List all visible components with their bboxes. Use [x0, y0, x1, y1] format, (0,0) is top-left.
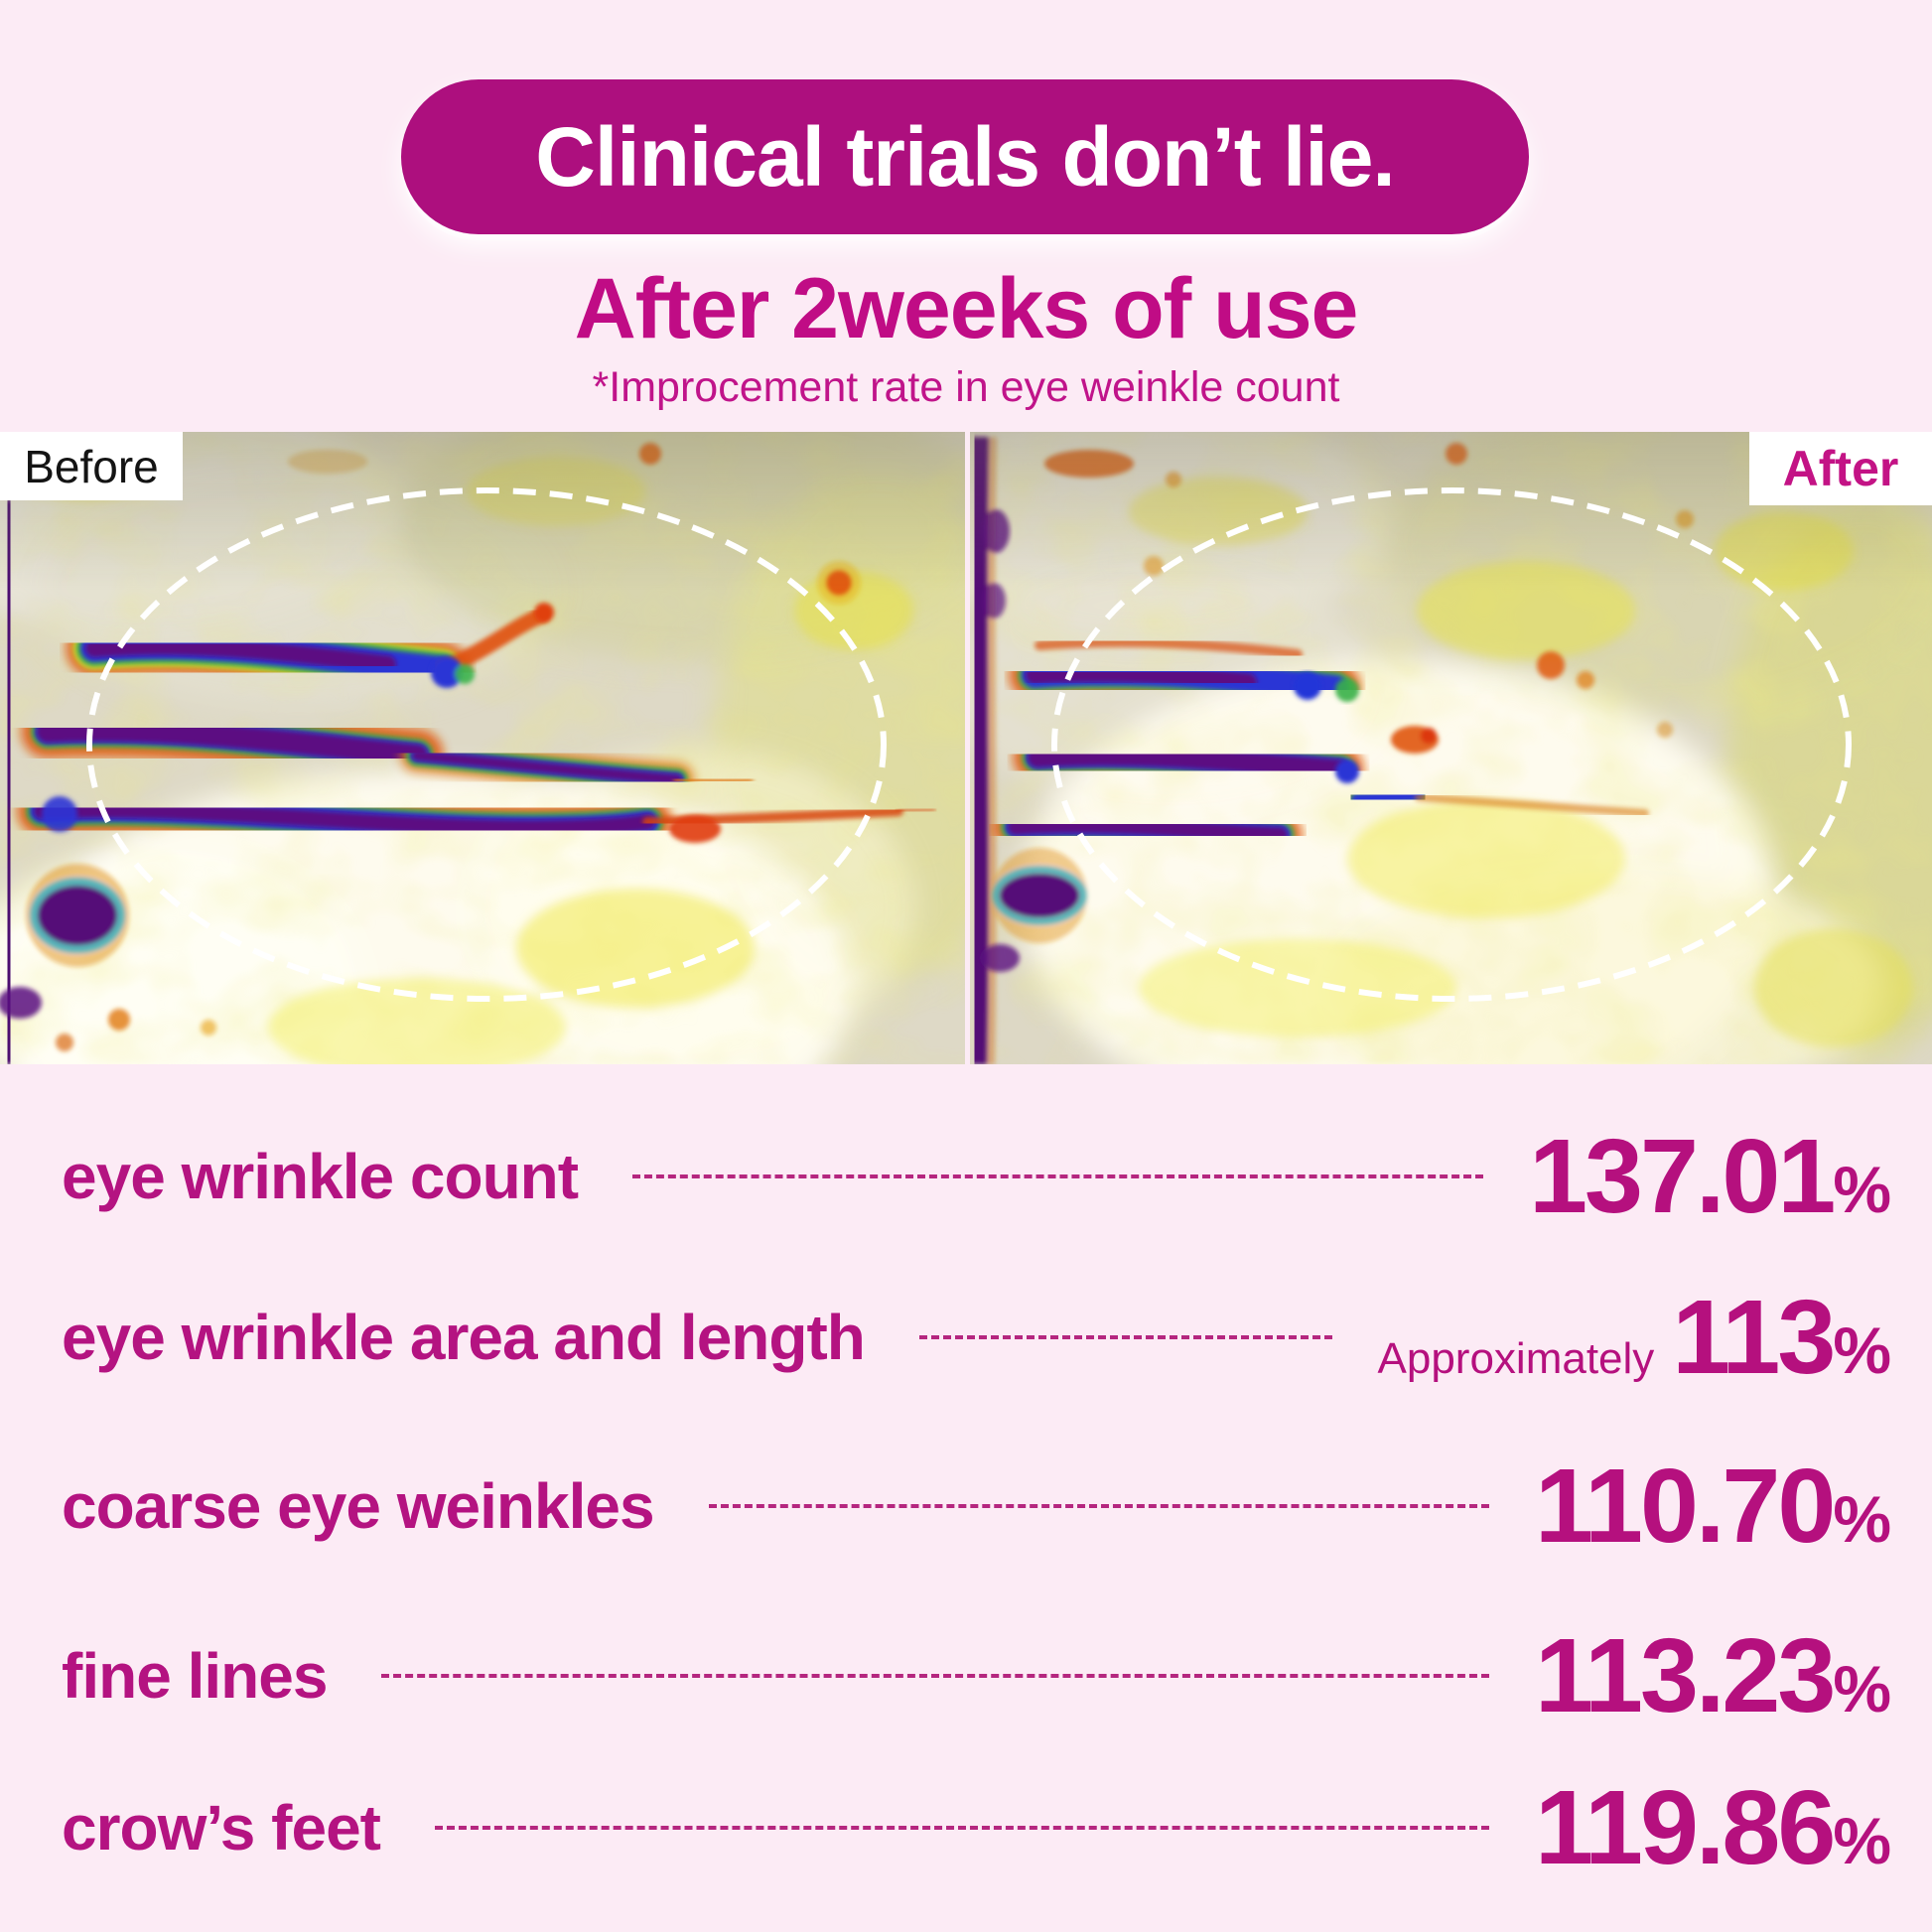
stat-value-number: 113.23	[1534, 1616, 1836, 1734]
before-tag: Before	[0, 432, 183, 500]
before-after-comparison: Before	[0, 432, 1932, 1064]
dotted-leader	[708, 1504, 1489, 1508]
stat-value-number: 113	[1672, 1278, 1836, 1396]
stat-label: eye wrinkle count	[62, 1141, 579, 1212]
stat-value-number: 110.70	[1534, 1447, 1836, 1565]
after-heatmap-image	[970, 432, 1932, 1064]
stat-value: Approximately 113%	[1378, 1278, 1891, 1398]
stat-row-crows-feet: crow’s feet 119.86%	[62, 1758, 1891, 1897]
stat-value: 113.23%	[1535, 1616, 1891, 1736]
stat-row-fine-lines: fine lines 113.23%	[62, 1606, 1891, 1745]
before-tag-label: Before	[24, 440, 159, 492]
dotted-leader	[918, 1335, 1332, 1339]
before-heatmap-image	[0, 432, 965, 1064]
stat-value-unit: %	[1833, 1312, 1891, 1387]
stat-prefix: Approximately	[1377, 1333, 1655, 1383]
stat-label: eye wrinkle area and length	[62, 1302, 866, 1373]
headline-text: Clinical trials don’t lie.	[535, 109, 1396, 204]
stat-value-unit: %	[1833, 1651, 1891, 1725]
stat-value: 119.86%	[1535, 1768, 1891, 1888]
stat-row-eye-wrinkle-count: eye wrinkle count 137.01%	[62, 1107, 1891, 1246]
stat-row-coarse-eye-wrinkles: coarse eye weinkles 110.70%	[62, 1437, 1891, 1576]
after-tag-label: After	[1782, 441, 1899, 496]
stat-value-unit: %	[1833, 1803, 1891, 1877]
stat-value: 110.70%	[1535, 1447, 1891, 1567]
stat-row-eye-wrinkle-area: eye wrinkle area and length Approximatel…	[62, 1268, 1891, 1407]
stat-value-unit: %	[1833, 1152, 1891, 1226]
headline-banner: Clinical trials don’t lie.	[401, 79, 1529, 234]
stat-value-unit: %	[1833, 1481, 1891, 1556]
subtitle-text: After 2weeks of use	[574, 261, 1359, 356]
stat-label: fine lines	[62, 1640, 328, 1712]
stat-label: coarse eye weinkles	[62, 1470, 655, 1542]
after-tag: After	[1749, 432, 1932, 505]
dotted-leader	[632, 1174, 1484, 1178]
stat-label: crow’s feet	[62, 1792, 381, 1863]
dotted-leader	[434, 1826, 1489, 1830]
footnote-text: *Improcement rate in eye weinkle count	[592, 363, 1340, 411]
stat-value-number: 137.01	[1529, 1117, 1836, 1235]
stat-value: 137.01%	[1529, 1117, 1891, 1237]
stat-value-number: 119.86	[1534, 1768, 1836, 1886]
after-highlight-ellipse	[1051, 487, 1852, 1002]
dotted-leader	[381, 1674, 1489, 1678]
after-image-pane: After	[970, 432, 1932, 1064]
before-highlight-ellipse	[86, 487, 887, 1002]
before-image-pane: Before	[0, 432, 965, 1064]
